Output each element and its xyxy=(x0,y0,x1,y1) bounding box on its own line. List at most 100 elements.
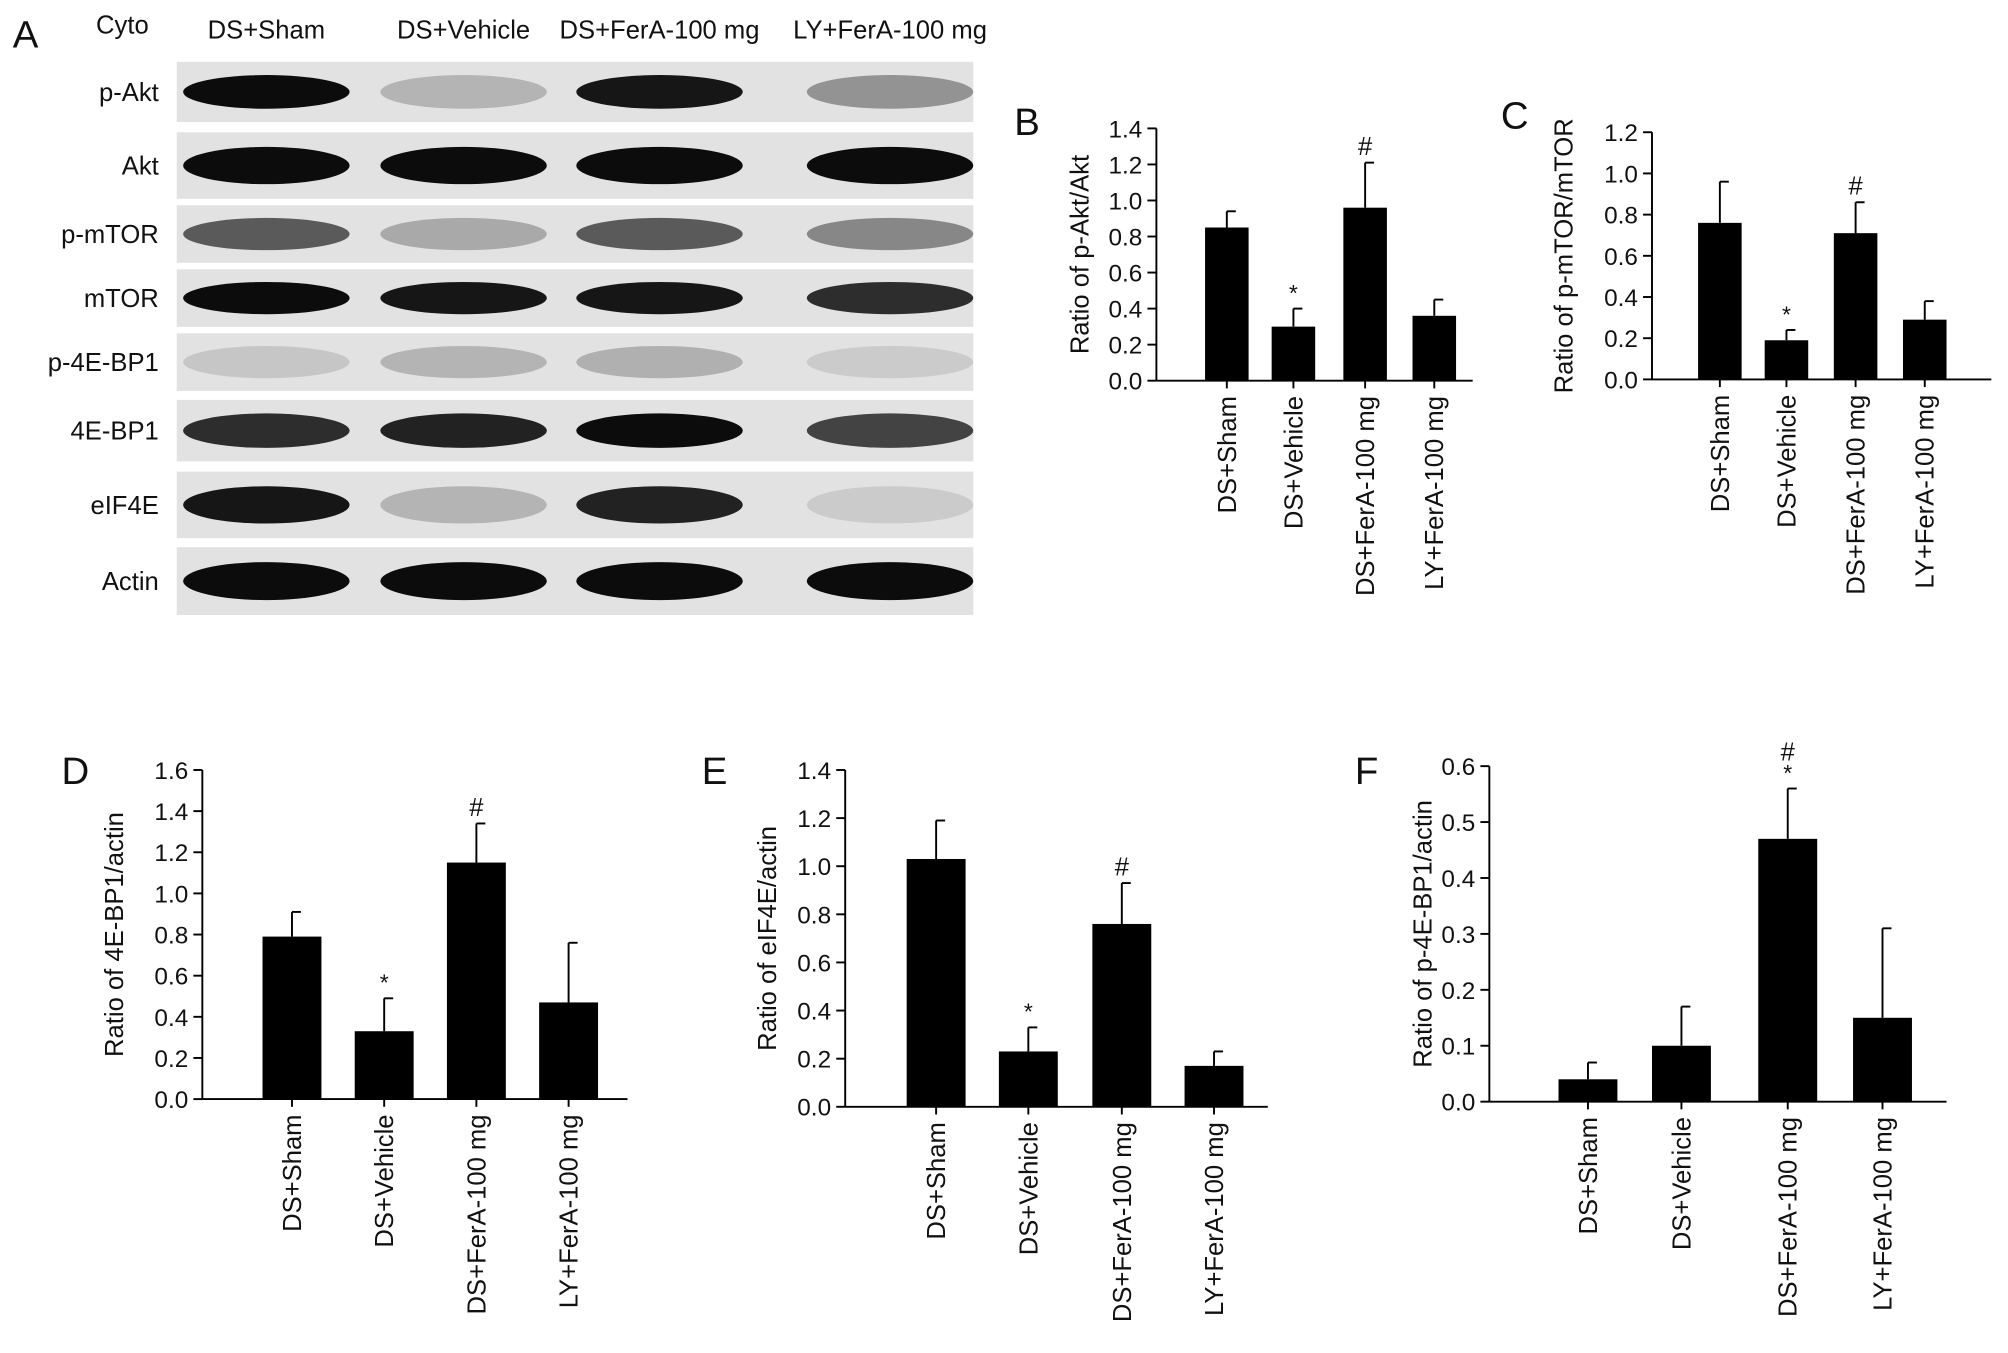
lane-label: DS+Vehicle xyxy=(397,17,530,45)
bar xyxy=(1853,1017,1912,1102)
blot-band xyxy=(380,146,547,185)
y-tick-label: 0.2 xyxy=(1604,326,1638,353)
x-tick-label: LY+FerA-100 mg xyxy=(1912,395,1940,589)
blot-band xyxy=(183,217,350,251)
y-tick-label: 0.6 xyxy=(1108,261,1142,288)
x-tick-label: LY+FerA-100 mg xyxy=(1421,396,1449,590)
x-tick-label: LY+FerA-100 mg xyxy=(556,1114,584,1308)
y-axis-label: Ratio of p-mTOR/mTOR xyxy=(1551,118,1579,393)
row-label: p-4E-BP1 xyxy=(48,349,159,377)
bar xyxy=(1092,923,1152,1107)
blot-band xyxy=(806,75,974,109)
y-tick-label: 1.0 xyxy=(154,881,188,908)
bar xyxy=(1758,838,1818,1102)
x-tick-label: DS+Sham xyxy=(1707,395,1735,512)
blot-strip xyxy=(176,333,974,391)
bar xyxy=(539,1002,599,1100)
x-tick-label: DS+Sham xyxy=(279,1114,307,1231)
blot-band xyxy=(183,413,350,448)
bar xyxy=(1698,222,1742,380)
y-tick-label: 1.2 xyxy=(797,806,831,833)
y-tick-label: 1.6 xyxy=(154,758,188,785)
panel-letter: F xyxy=(1355,750,1378,793)
y-tick-label: 1.4 xyxy=(154,799,188,826)
x-tick-label: DS+Vehicle xyxy=(371,1114,399,1247)
y-axis-label: Ratio of 4E-BP1/actin xyxy=(101,812,129,1057)
x-tick-label: DS+FerA-100 mg xyxy=(1843,395,1871,595)
y-tick-label: 0.8 xyxy=(154,923,188,950)
y-tick-label: 0.2 xyxy=(1441,978,1475,1005)
blot-band xyxy=(380,562,547,601)
panel-letter: D xyxy=(61,750,89,793)
bar xyxy=(1833,233,1878,380)
y-tick-label: 0.8 xyxy=(1108,224,1142,251)
y-tick-label: 0.0 xyxy=(797,1095,831,1122)
x-tick-label: DS+FerA-100 mg xyxy=(1775,1117,1803,1317)
y-tick-label: 0.2 xyxy=(1108,333,1142,360)
x-tick-label: DS+Vehicle xyxy=(1015,1122,1043,1255)
bar xyxy=(1205,227,1249,381)
y-tick-label: 0.8 xyxy=(797,902,831,929)
blot-band xyxy=(380,281,547,315)
panel-letter: B xyxy=(1014,101,1040,144)
row-label: eIF4E xyxy=(90,492,158,520)
y-tick-label: 0.6 xyxy=(154,964,188,991)
bar xyxy=(1343,207,1387,381)
significance-marker: # xyxy=(1848,173,1863,201)
bar xyxy=(1184,1065,1244,1107)
bar xyxy=(1902,319,1947,380)
blot-band xyxy=(380,345,547,379)
row-label: mTOR xyxy=(84,285,159,313)
y-tick-label: 0.4 xyxy=(1604,285,1638,312)
y-tick-label: 0.6 xyxy=(1604,244,1638,271)
lane-label: DS+FerA-100 mg xyxy=(560,17,760,45)
x-tick-label: DS+Sham xyxy=(1575,1117,1603,1234)
significance-marker: * xyxy=(1289,280,1298,306)
y-tick-label: 0.2 xyxy=(797,1047,831,1074)
blot-band xyxy=(806,217,974,251)
x-tick-label: DS+Sham xyxy=(923,1122,951,1239)
y-tick-label: 0.4 xyxy=(154,1005,188,1032)
significance-marker: * xyxy=(1782,301,1791,327)
significance-marker: * xyxy=(1024,999,1033,1025)
x-tick-label: DS+FerA-100 mg xyxy=(1352,396,1380,596)
blot-band xyxy=(576,486,743,524)
row-label: p-Akt xyxy=(99,79,159,107)
significance-marker: * xyxy=(1783,760,1792,786)
y-tick-label: 0.3 xyxy=(1441,922,1475,949)
blot-band xyxy=(380,217,547,251)
row-label: 4E-BP1 xyxy=(71,418,159,446)
blot-band xyxy=(806,345,974,379)
y-axis-label: Ratio of eIF4E/actin xyxy=(754,826,782,1051)
y-tick-label: 0.0 xyxy=(154,1087,188,1114)
blot-band xyxy=(576,345,743,379)
bar xyxy=(354,1031,414,1100)
x-tick-label: DS+Vehicle xyxy=(1668,1117,1696,1250)
bar xyxy=(1558,1079,1618,1102)
y-tick-label: 1.2 xyxy=(154,840,188,867)
bar xyxy=(1412,315,1457,381)
blot-band xyxy=(183,75,350,109)
blot-band xyxy=(183,345,350,379)
y-tick-label: 1.2 xyxy=(1108,152,1142,179)
y-tick-label: 1.4 xyxy=(797,758,831,785)
row-label: Actin xyxy=(102,568,159,596)
bar xyxy=(906,858,966,1107)
blot-band xyxy=(576,146,743,185)
blot-band xyxy=(806,486,974,524)
blot-band xyxy=(380,75,547,109)
bar xyxy=(1271,326,1316,381)
significance-marker: # xyxy=(1358,133,1373,161)
y-axis-label: Ratio of p-Akt/Akt xyxy=(1067,155,1095,354)
blot-band xyxy=(380,413,547,448)
y-axis-label: Ratio of p-4E-BP1/actin xyxy=(1410,800,1438,1068)
significance-marker: * xyxy=(380,970,389,996)
bar xyxy=(1764,340,1809,380)
blot-band xyxy=(183,562,350,601)
blot-band xyxy=(576,562,743,601)
blot-band xyxy=(806,146,974,185)
y-tick-label: 0.6 xyxy=(797,950,831,977)
panel-letter: A xyxy=(13,14,39,57)
